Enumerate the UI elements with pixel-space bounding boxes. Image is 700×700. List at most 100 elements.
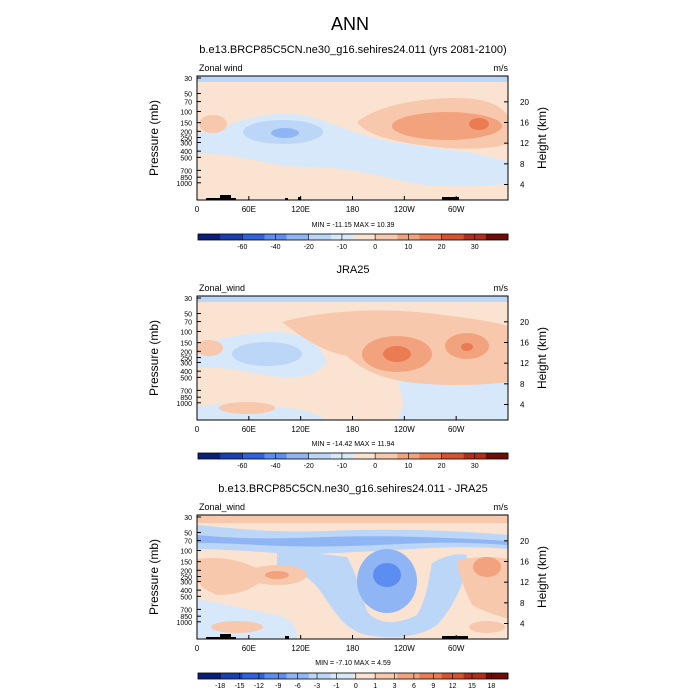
y-tick-label: 70 xyxy=(184,320,192,327)
y-tick-label: 50 xyxy=(184,531,192,538)
colorbar-swatch xyxy=(485,673,509,679)
colorbar-swatch xyxy=(220,234,243,240)
panel-difference: b.e13.BRCP85C5CN.ne30_g16.sehires24.011 … xyxy=(147,483,549,690)
colorbar-label: 20 xyxy=(438,463,446,470)
colorbar-swatch xyxy=(441,453,465,459)
y-tick-label: 200 xyxy=(180,349,192,356)
y-tick-label: 200 xyxy=(180,129,192,136)
y-tick-label: 500 xyxy=(180,155,192,162)
y-axis-title: Pressure (mb) xyxy=(147,539,161,615)
x-tick-label: 180 xyxy=(346,425,360,434)
colorbar-label: 6 xyxy=(412,683,416,690)
x-tick-label: 60E xyxy=(242,425,256,434)
colorbar-label: -12 xyxy=(254,683,264,690)
y-tick-label: 1000 xyxy=(176,181,192,188)
colorbar-swatch xyxy=(397,673,420,679)
colorbar-swatch xyxy=(419,453,442,459)
x-tick-label: 120W xyxy=(394,425,415,434)
x-tick-label: 180 xyxy=(346,644,360,653)
colorbar-swatch xyxy=(375,673,398,679)
y-tick-label: 150 xyxy=(180,341,192,348)
y-tick-label: 250 xyxy=(180,136,192,143)
x-tick-label: 0 xyxy=(195,205,200,214)
x-tick-label: 60E xyxy=(242,644,256,653)
y-tick-label: 100 xyxy=(180,329,192,336)
colorbar-swatch xyxy=(308,234,332,240)
colorbar-label: 0 xyxy=(354,683,358,690)
colorbar-swatch xyxy=(198,453,221,459)
colorbar-label: -60 xyxy=(237,463,247,470)
y-tick-label: 850 xyxy=(180,175,192,182)
y-tick-label: 700 xyxy=(180,607,192,614)
y-tick-label: 850 xyxy=(180,395,192,402)
colorbar-label: -10 xyxy=(337,463,347,470)
colorbar-frame xyxy=(197,233,509,241)
y-tick-label: 300 xyxy=(180,140,192,147)
y-tick-label: 400 xyxy=(180,369,192,376)
panel-title: b.e13.BRCP85C5CN.ne30_g16.sehires24.011 … xyxy=(218,483,487,495)
y-axis-title: Pressure (mb) xyxy=(147,320,161,396)
var-label: Zonal wind xyxy=(199,63,243,73)
y-tick-label: 150 xyxy=(180,560,192,567)
y-tick-label: 50 xyxy=(184,312,192,319)
colorbar-swatch xyxy=(353,453,376,459)
colorbar-swatch xyxy=(330,673,354,679)
height-tick-label: 20 xyxy=(520,537,529,546)
colorbar-swatch xyxy=(220,673,243,679)
colorbar-swatch xyxy=(264,673,287,679)
y-tick-label: 200 xyxy=(180,568,192,575)
colorbar-label: 0 xyxy=(373,244,377,251)
height-tick-label: 8 xyxy=(520,380,525,389)
colorbar-label: -40 xyxy=(270,463,280,470)
colorbar-frame xyxy=(197,672,509,680)
var-label: Zonal_wind xyxy=(199,283,245,293)
colorbar-label: -15 xyxy=(234,683,244,690)
colorbar-swatch xyxy=(375,453,398,459)
colorbar-swatch xyxy=(419,673,442,679)
height-tick-label: 20 xyxy=(520,98,529,107)
y-tick-label: 50 xyxy=(184,92,192,99)
height-tick-label: 4 xyxy=(520,620,525,629)
y-right-axis-title: Height (km) xyxy=(535,327,549,389)
y-tick-label: 30 xyxy=(184,76,192,83)
colorbar-swatch xyxy=(242,234,265,240)
y-tick-label: 300 xyxy=(180,579,192,586)
colorbar-label: 1 xyxy=(373,683,377,690)
y-tick-label: 700 xyxy=(180,168,192,175)
colorbar-swatch xyxy=(242,673,265,679)
colorbar-swatch xyxy=(308,453,332,459)
height-tick-label: 12 xyxy=(520,139,529,148)
height-tick-label: 12 xyxy=(520,578,529,587)
y-axis-title: Pressure (mb) xyxy=(147,100,161,176)
colorbar-label: 10 xyxy=(404,463,412,470)
var-label: Zonal_wind xyxy=(199,502,245,512)
y-tick-label: 500 xyxy=(180,594,192,601)
y-tick-label: 250 xyxy=(180,356,192,363)
panel-title: JRA25 xyxy=(336,264,369,276)
colorbar-swatch xyxy=(485,234,509,240)
y-tick-label: 30 xyxy=(184,296,192,303)
colorbar-swatch xyxy=(220,453,243,459)
x-tick-label: 60W xyxy=(448,425,465,434)
colorbar-label: 30 xyxy=(471,463,479,470)
colorbar-label: 9 xyxy=(431,683,435,690)
height-tick-label: 8 xyxy=(520,599,525,608)
colorbar-label: -18 xyxy=(215,683,225,690)
colorbar-label: -6 xyxy=(295,683,301,690)
colorbar-label: 30 xyxy=(471,244,479,251)
panel-title: b.e13.BRCP85C5CN.ne30_g16.sehires24.011 … xyxy=(199,44,506,56)
colorbar-frame xyxy=(197,452,509,460)
page-title: ANN xyxy=(331,14,369,34)
x-tick-label: 60W xyxy=(448,644,465,653)
colorbar-label: 18 xyxy=(487,683,495,690)
contour-field xyxy=(197,76,508,200)
x-tick-label: 120E xyxy=(291,644,310,653)
colorbar-label: -1 xyxy=(333,683,339,690)
x-tick-label: 0 xyxy=(195,425,200,434)
y-tick-label: 150 xyxy=(180,121,192,128)
colorbar-swatch xyxy=(242,453,265,459)
colorbar-label: -9 xyxy=(275,683,281,690)
x-tick-label: 120W xyxy=(394,205,415,214)
y-tick-label: 30 xyxy=(184,515,192,522)
